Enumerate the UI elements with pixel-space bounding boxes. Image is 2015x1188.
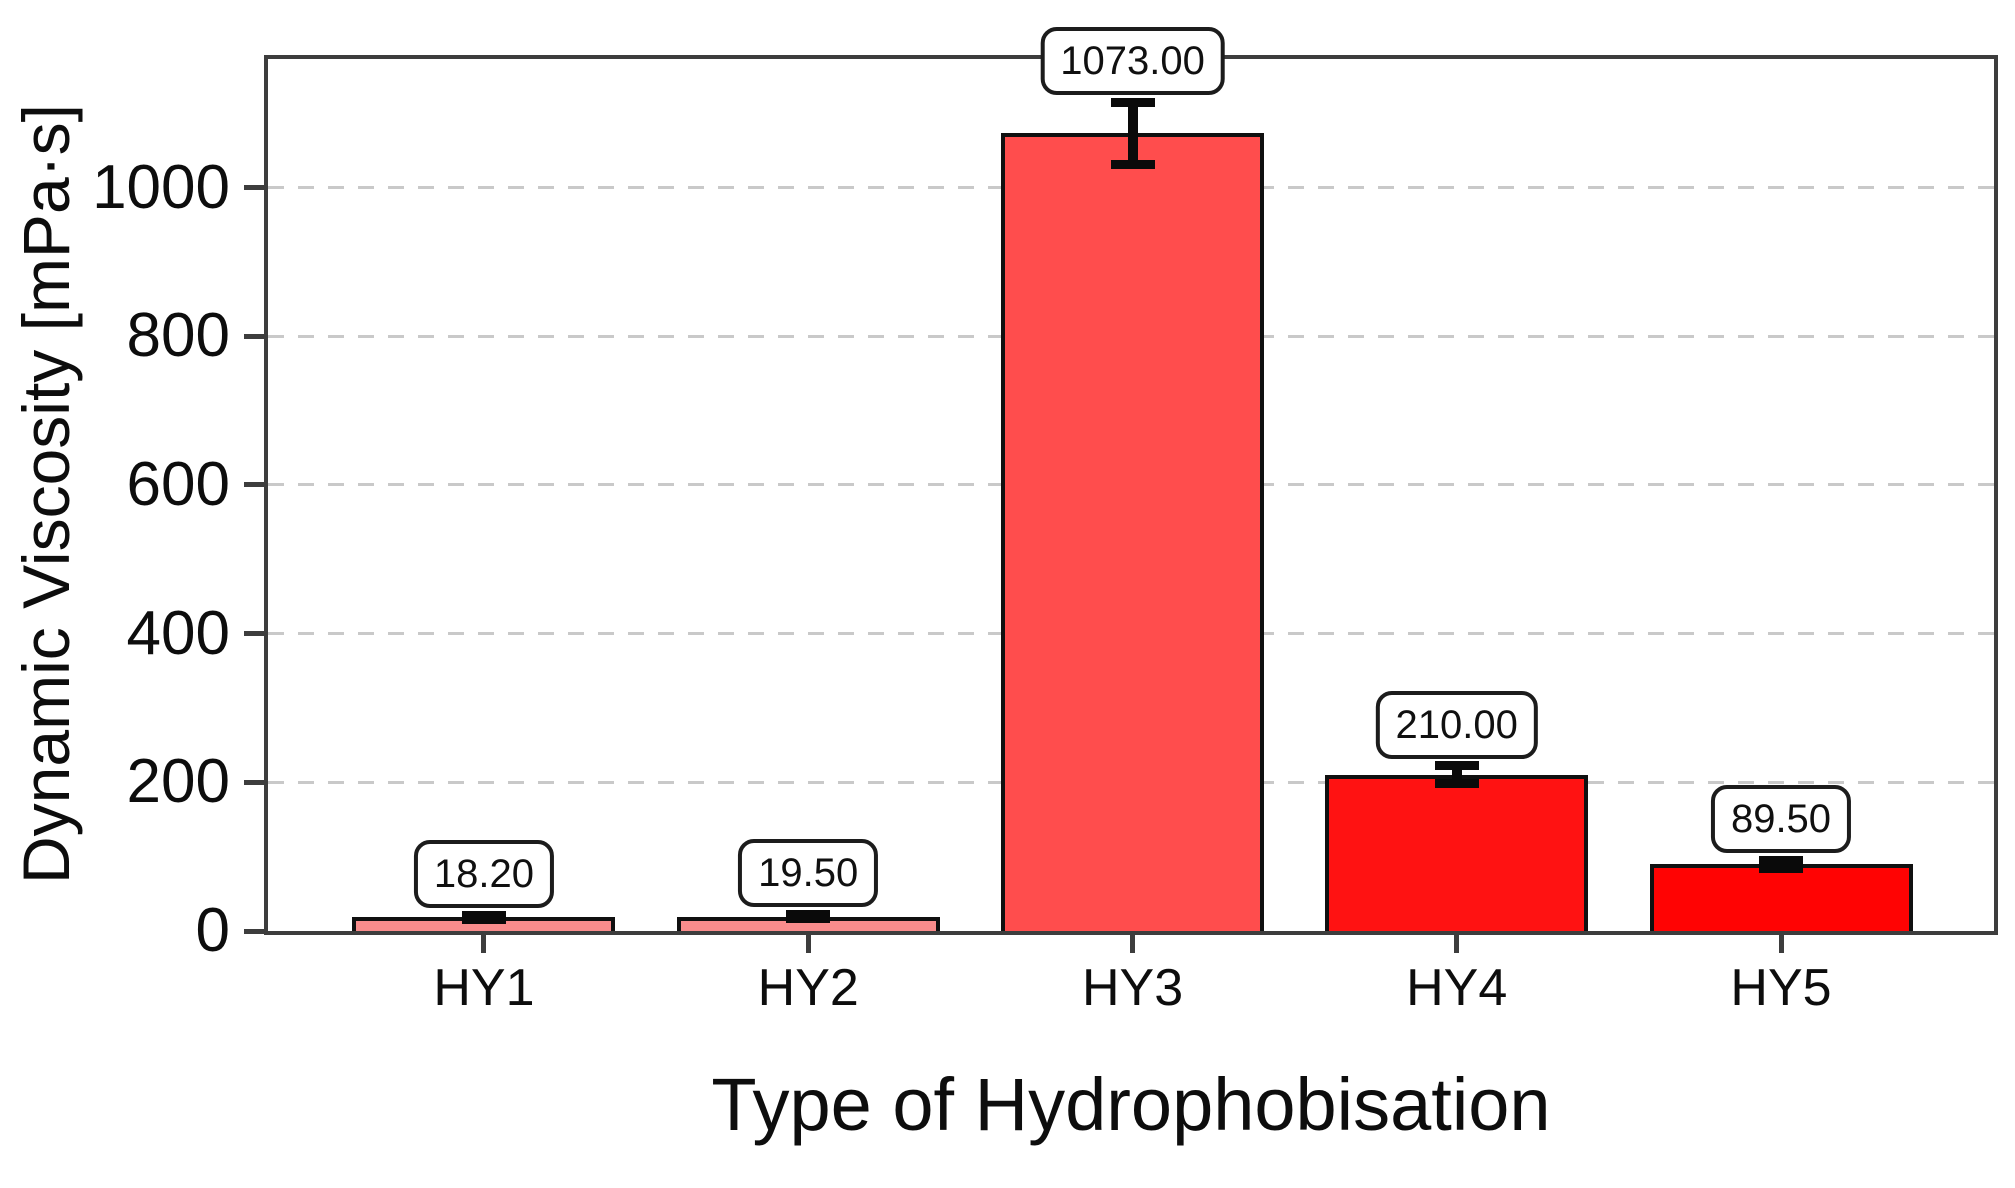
x-tick-label-HY4: HY4 <box>1406 959 1508 1017</box>
x-tick-HY3 <box>1130 935 1136 953</box>
y-tick-label-800: 800 <box>126 301 230 371</box>
x-tick-label-HY1: HY1 <box>433 959 535 1017</box>
x-tick-HY1 <box>481 935 487 953</box>
error-cap-bottom-HY1 <box>461 915 506 925</box>
bar-HY5 <box>1649 864 1913 931</box>
x-tick-HY4 <box>1454 935 1460 953</box>
y-axis-title: Dynamic Viscosity [mPa·s] <box>9 104 83 884</box>
error-bar-HY3 <box>1127 102 1138 165</box>
y-tick-200 <box>244 779 264 785</box>
y-tick-0 <box>244 928 264 934</box>
x-tick-label-HY5: HY5 <box>1730 959 1832 1017</box>
value-label-HY5: 89.50 <box>1710 785 1852 854</box>
error-bar-HY4 <box>1451 765 1462 784</box>
x-tick-HY5 <box>1778 935 1784 953</box>
error-cap-top-HY4 <box>1434 761 1479 771</box>
value-label-HY1: 18.20 <box>413 840 554 909</box>
y-tick-label-600: 600 <box>126 449 230 519</box>
x-tick-HY2 <box>805 935 811 953</box>
error-cap-bottom-HY5 <box>1759 864 1803 874</box>
error-cap-bottom-HY2 <box>786 914 831 924</box>
plot-area: 0 200 400 600 800 1000 18.20 HY1 19.50 HY2 1073.00… <box>92 27 1998 1015</box>
y-tick-label-1000: 1000 <box>92 152 230 222</box>
y-tick-400 <box>244 631 264 637</box>
y-tick-label-0: 0 <box>195 896 230 965</box>
y-tick-label-400: 400 <box>126 598 230 668</box>
error-cap-top-HY3 <box>1110 97 1155 107</box>
x-tick-label-HY2: HY2 <box>757 959 859 1017</box>
x-axis-title: Type of Hydrophobisation <box>711 1063 1551 1146</box>
value-label-HY3: 1073.00 <box>1040 27 1225 96</box>
y-tick-800 <box>244 333 264 339</box>
value-label-HY4: 210.00 <box>1375 690 1538 759</box>
x-tick-label-HY3: HY3 <box>1081 959 1184 1017</box>
y-tick-1000 <box>244 185 264 191</box>
bar-HY4 <box>1325 774 1589 931</box>
bar-HY3 <box>1001 133 1265 931</box>
error-cap-top-HY5 <box>1759 855 1803 865</box>
value-label-HY2: 19.50 <box>738 839 879 908</box>
y-tick-label-200: 200 <box>126 747 230 817</box>
y-tick-600 <box>244 482 264 488</box>
error-cap-bottom-HY4 <box>1434 779 1479 789</box>
error-cap-bottom-HY3 <box>1110 160 1155 170</box>
